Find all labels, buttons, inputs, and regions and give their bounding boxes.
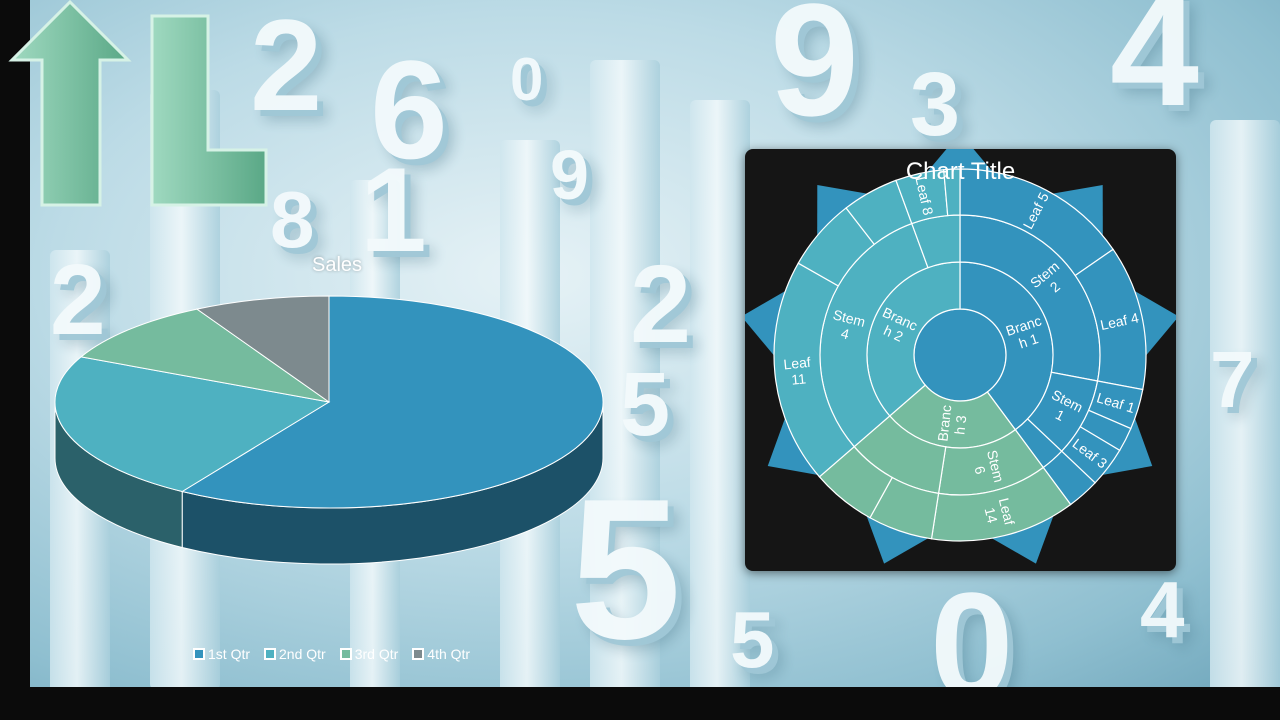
sunburst-label: Leaf 4 — [1099, 309, 1141, 333]
pie-chart-title: Sales — [312, 254, 363, 276]
background-digit: 7 — [1210, 335, 1255, 424]
legend-swatch — [193, 648, 205, 660]
pie-slice-4th-qtr — [195, 295, 330, 403]
legend-item: 4th Qtr — [412, 646, 470, 662]
background-digit: 0 — [510, 46, 544, 113]
legend-label: 3rd Qtr — [354, 646, 399, 662]
sunburst-label: Branch 3 — [934, 404, 970, 444]
logo — [8, 0, 268, 207]
sunburst-segment-leaf-7 — [943, 168, 961, 217]
background-digit: 9 — [770, 0, 859, 149]
sunburst-label: Stem6 — [968, 448, 1007, 487]
legend-label: 4th Qtr — [427, 646, 471, 662]
sunburst-label: Leaf11 — [783, 354, 813, 389]
background-digit: 1 — [360, 143, 427, 277]
legend-label: 1st Qtr — [208, 646, 251, 662]
legend-item: 3rd Qtr — [339, 646, 399, 662]
up-arrow-icon — [8, 0, 132, 207]
pie-slice-2nd-qtr — [54, 356, 331, 493]
legend-label: 2nd Qtr — [279, 646, 326, 662]
background-digit: 2 — [250, 0, 323, 138]
legend-swatch — [339, 648, 352, 660]
background-digit: 8 — [270, 175, 315, 264]
pie-slice-3rd-qtr — [79, 308, 330, 403]
background-digit: 4 — [1110, 0, 1199, 139]
legend-swatch — [264, 648, 277, 660]
pie-legend: 1st Qtr 2nd Qtr 3rd Qtr 4th Qtr — [193, 646, 470, 662]
letter-l-icon — [150, 14, 268, 207]
sunburst-chart-panel: Branch 1 Stem2 Leaf 5 Leaf 4 Stem1 Leaf 1 Leaf… — [745, 149, 1176, 571]
legend-item: 2nd Qtr — [264, 646, 326, 662]
background-digit: 9 — [550, 136, 589, 214]
legend-swatch — [412, 648, 425, 660]
legend-item: 1st Qtr — [193, 646, 250, 662]
background-digit: 5 — [620, 355, 671, 455]
sunburst-label: Leaf14 — [980, 496, 1018, 530]
background-digit: 4 — [1140, 565, 1185, 654]
background-digit: 2 — [50, 244, 106, 356]
background-digit: 0 — [930, 561, 1014, 687]
sunburst-label: Stem4 — [827, 306, 867, 345]
background-digit: 5 — [730, 595, 775, 684]
pie-chart — [54, 295, 604, 565]
background-digit: 2 — [630, 243, 692, 366]
background-digit: 3 — [910, 55, 961, 155]
pie-slice-1st-qtr — [180, 295, 604, 509]
sunburst-chart-title: Chart Title — [905, 158, 1016, 185]
background-digit: 6 — [370, 31, 448, 188]
background-digit: 5 — [570, 458, 682, 681]
